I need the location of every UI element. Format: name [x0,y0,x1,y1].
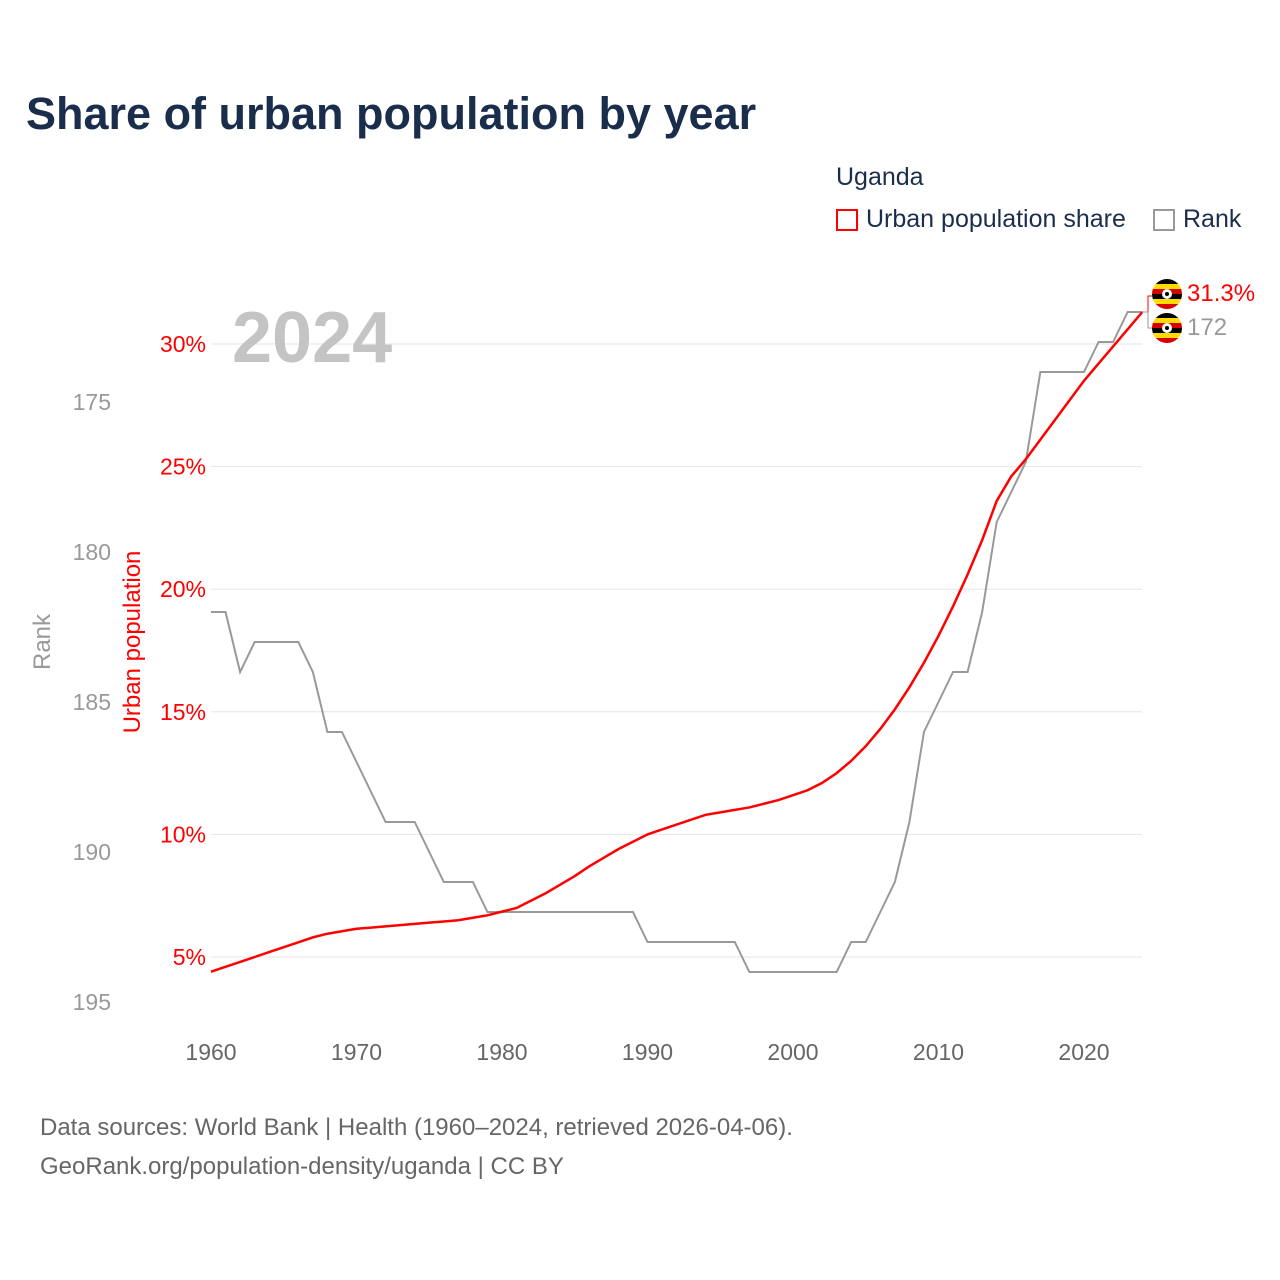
x-tick-label: 1990 [622,1039,673,1065]
x-tick-label: 1960 [185,1039,236,1065]
x-tick-label: 1980 [476,1039,527,1065]
end-label-urban: 31.3% [1187,280,1255,307]
legend-swatch-rank [1153,208,1175,231]
legend-swatch-urban [836,208,858,231]
uganda-flag-icon [1152,313,1182,343]
rank-line [211,311,1143,973]
legend-item-urban[interactable]: Urban population share [836,205,1126,234]
y2-tick-label: 180 [73,539,111,565]
y-tick-label: 20% [160,576,206,602]
y2-tick-label: 185 [73,689,111,715]
source-line-2[interactable]: GeoRank.org/population-density/uganda | … [40,1153,564,1180]
end-label-rank: 172 [1187,314,1227,341]
flag-crane [1165,292,1169,296]
x-tick-label: 1970 [331,1039,382,1065]
flag-crane [1165,326,1169,330]
y-tick-label: 10% [160,821,206,847]
flag-stripe [1152,284,1182,289]
flag-stripe [1152,333,1182,338]
y2-tick-label: 175 [73,389,111,415]
flag-stripe [1152,304,1182,309]
flag-stripe [1152,279,1182,284]
legend-label-urban: Urban population share [866,205,1126,233]
source-line-1: Data sources: World Bank | Health (1960–… [40,1114,793,1141]
year-watermark: 2024 [232,298,392,378]
legend-title: Uganda [836,163,924,191]
legend-label-rank: Rank [1183,205,1242,233]
y-tick-label: 5% [173,944,206,970]
source-note: Data sources: World Bank | Health (1960–… [40,1108,793,1186]
x-tick-label: 2000 [767,1039,818,1065]
x-tick-label: 2010 [913,1039,964,1065]
y-axis-label: Urban population [119,551,146,734]
flag-stripe [1152,338,1182,343]
y-tick-label: 15% [160,699,206,725]
y2-tick-label: 195 [73,989,111,1015]
flag-stripe [1152,318,1182,323]
flag-stripe [1152,313,1182,318]
legend-item-rank[interactable]: Rank [1153,205,1241,234]
y2-axis-label: Rank [29,613,56,670]
end-labels: 31.3% 172 [1142,279,1255,343]
chart-title: Share of urban population by year [26,88,757,139]
urban-share-line [210,311,1144,973]
uganda-flag-icon [1152,279,1182,309]
y-tick-label: 25% [160,454,206,480]
x-tick-label: 2020 [1058,1039,1109,1065]
y-tick-label: 30% [160,331,206,357]
y2-tick-label: 190 [73,839,111,865]
flag-stripe [1152,299,1182,304]
